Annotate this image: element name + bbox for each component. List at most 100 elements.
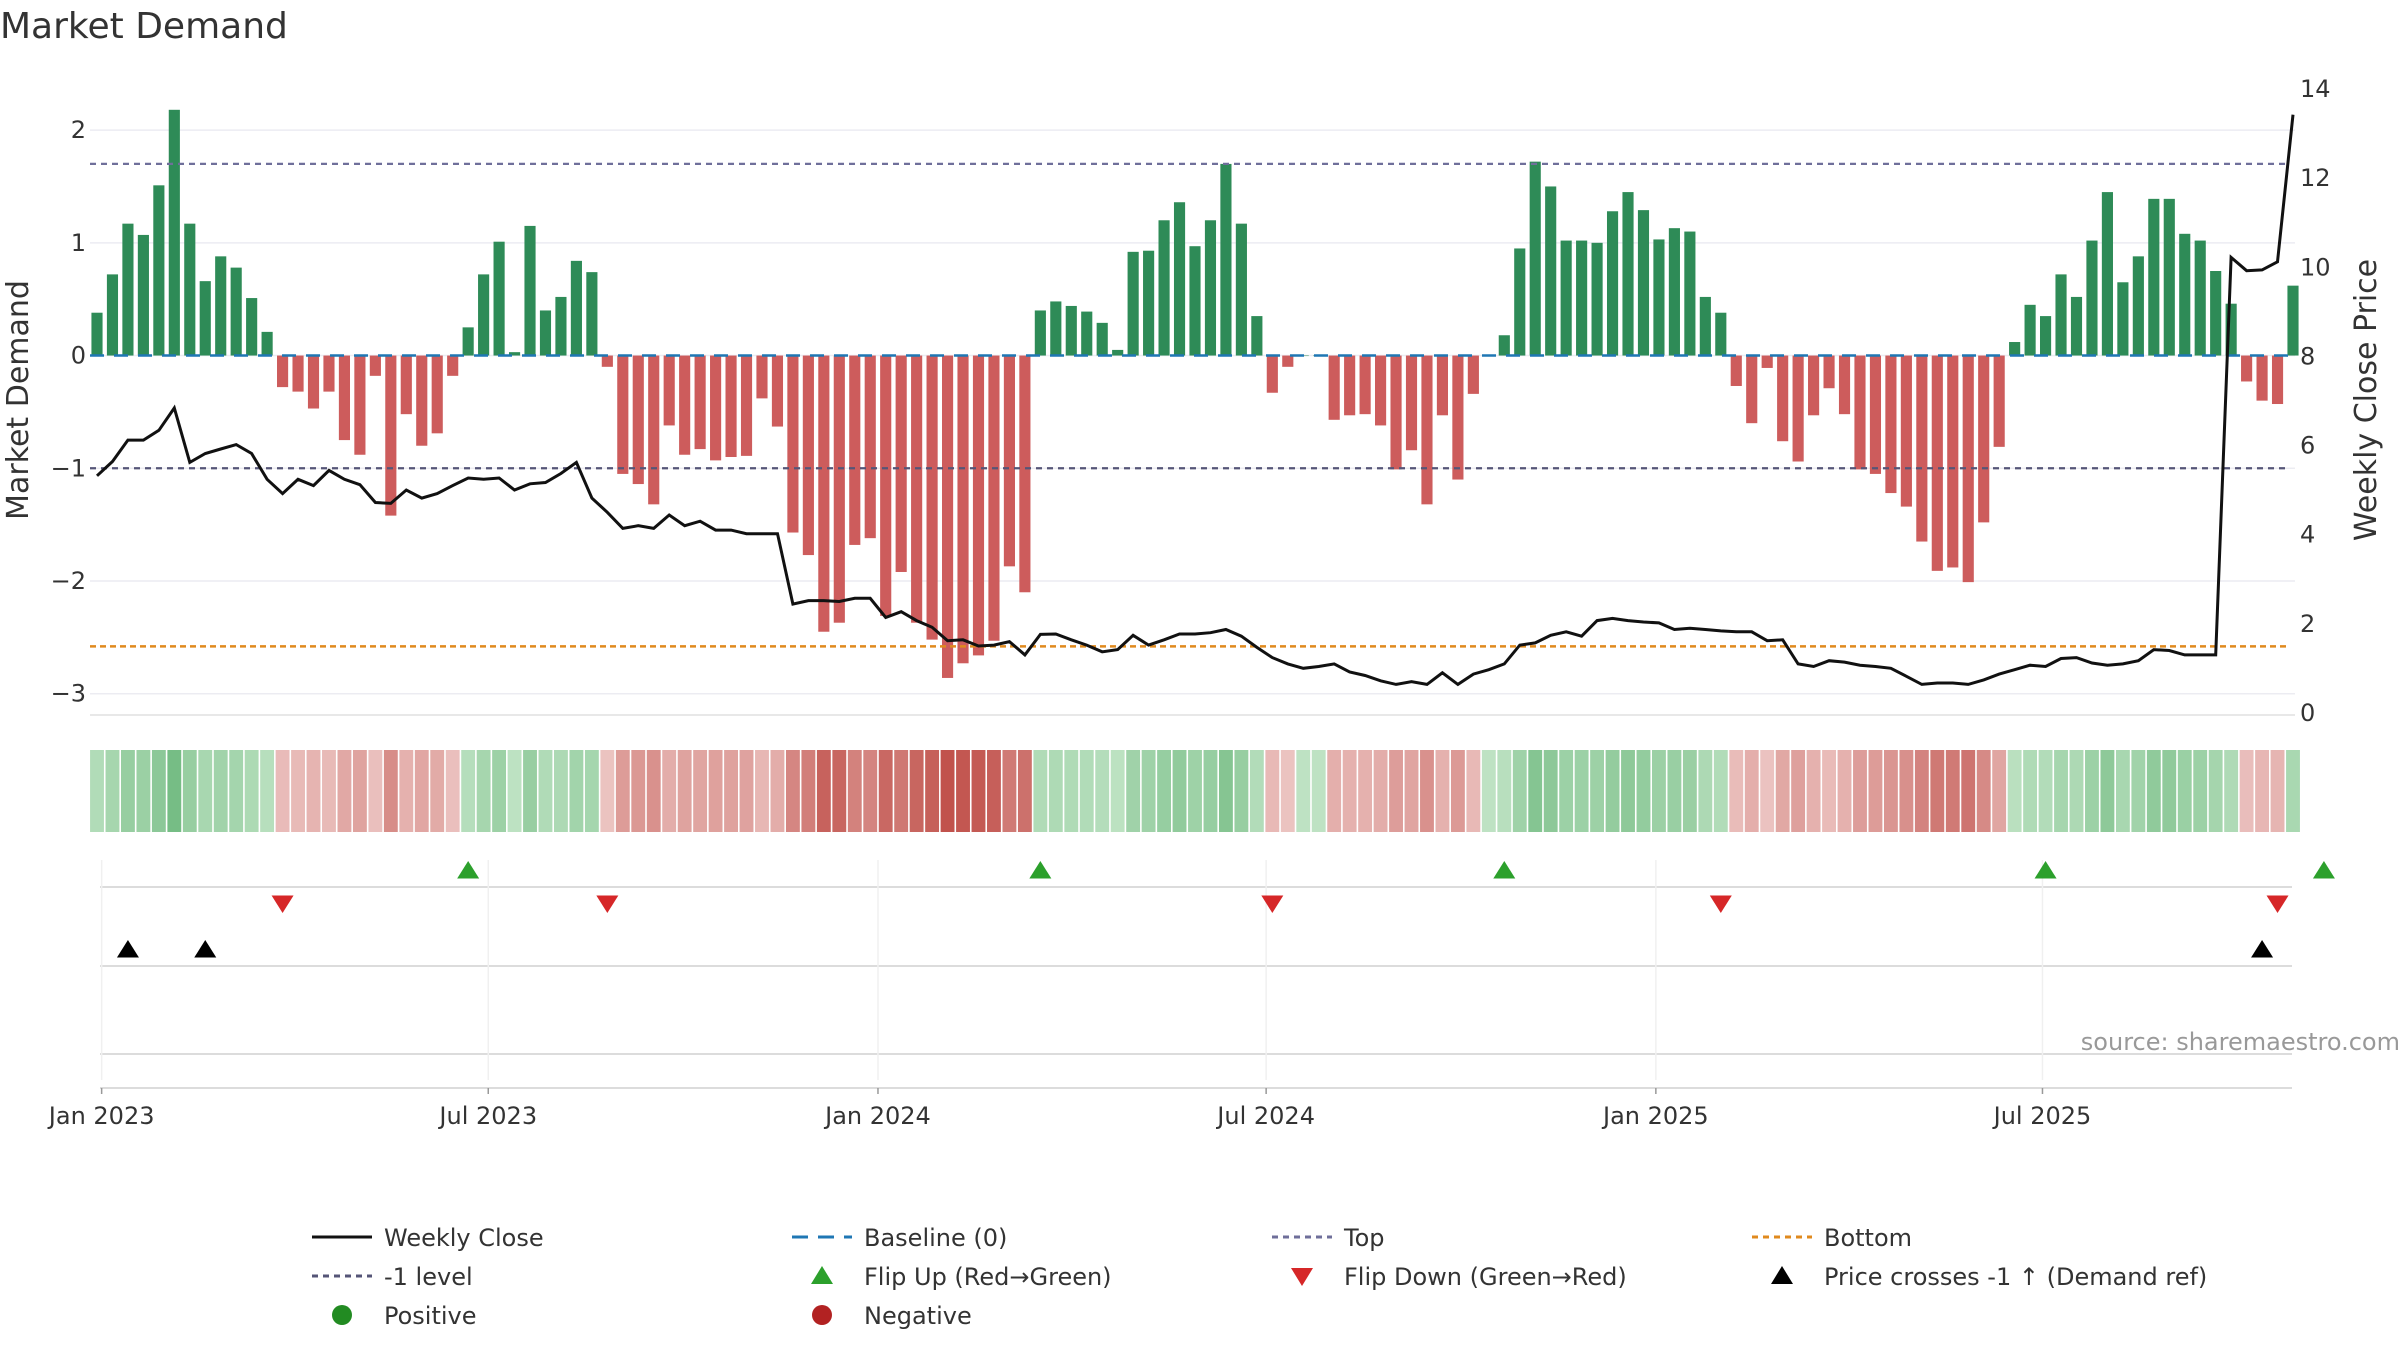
demand-bar (1467, 355, 1479, 394)
legend-swatch (1291, 1268, 1313, 1286)
heat-cell (1234, 750, 1249, 832)
heat-cell (136, 750, 151, 832)
demand-bar (1761, 355, 1773, 368)
heat-cell (1497, 750, 1512, 832)
heat-cell (1141, 750, 1156, 832)
x-tick-label: Jan 2023 (47, 1102, 155, 1130)
heat-cell (1698, 750, 1713, 832)
heat-cell (2177, 750, 2192, 832)
heat-cell (1945, 750, 1960, 832)
heat-cell (120, 750, 135, 832)
demand-bar (802, 355, 814, 556)
y2-tick-label: 4 (2300, 521, 2315, 549)
heat-cell (2023, 750, 2038, 832)
heat-cell (2208, 750, 2223, 832)
heat-cell (322, 750, 336, 832)
reference-lines (90, 162, 2290, 648)
demand-bar (122, 223, 134, 356)
heat-cell (662, 750, 677, 832)
legend-item-level: -1 level (312, 1263, 473, 1291)
x-tick-label: Jul 2023 (437, 1102, 537, 1130)
heat-cell (167, 750, 182, 832)
demand-bar (787, 355, 799, 533)
heat-cell (383, 750, 398, 832)
legend-label: Negative (864, 1302, 972, 1330)
legend-label: Price crosses -1 ↑ (Demand ref) (1824, 1263, 2207, 1291)
heat-cell (1528, 750, 1543, 832)
heat-cell (1033, 750, 1048, 832)
demand-bar (431, 355, 443, 434)
demand-bar (354, 355, 366, 455)
heat-cell (894, 750, 909, 832)
y2-tick-label: 14 (2300, 75, 2331, 103)
x-tick-label: Jan 2024 (823, 1102, 931, 1130)
heat-cell (1342, 750, 1357, 832)
demand-bar (1235, 223, 1247, 356)
y2-tick-label: 12 (2300, 164, 2331, 192)
demand-bar (1050, 301, 1062, 356)
demand-bar (818, 355, 830, 632)
demand-bar (1452, 355, 1464, 480)
heat-cell (2085, 750, 2099, 832)
demand-bar (771, 355, 784, 427)
demand-bar (2070, 296, 2083, 356)
demand-bar (1112, 349, 1124, 356)
demand-bar (106, 274, 119, 356)
demand-bar (369, 355, 381, 376)
demand-bar (1606, 211, 1619, 356)
demand-bar (215, 256, 227, 356)
heat-cell (909, 750, 924, 832)
demand-bar (2039, 316, 2052, 356)
x-tick-label: Jul 2024 (1215, 1102, 1315, 1130)
weekly-close-line (95, 114, 2295, 687)
heat-cell (1296, 750, 1311, 832)
heat-cell (151, 750, 166, 832)
heat-cell (2100, 750, 2115, 832)
demand-bar (2287, 285, 2299, 356)
demand-bar (1127, 251, 1139, 356)
demand-bar (2024, 304, 2036, 356)
heat-cell (1822, 750, 1836, 832)
heat-cell (847, 750, 862, 832)
demand-bar (2148, 198, 2160, 356)
demand-bar (1916, 355, 1928, 542)
demand-bar (1498, 335, 1510, 356)
heat-cell (352, 750, 367, 832)
heat-cell (1853, 750, 1867, 832)
legend-label: -1 level (384, 1263, 473, 1291)
demand-bar (2256, 355, 2268, 401)
heat-cell (461, 750, 476, 832)
heat-cell (1172, 750, 1187, 832)
y2-tick-label: 0 (2300, 699, 2315, 727)
heat-cell (1512, 750, 1527, 832)
heat-cell (1358, 750, 1373, 832)
heat-cell (291, 750, 305, 832)
demand-bar (168, 109, 180, 356)
heat-cell (1543, 750, 1558, 832)
heat-cell (492, 750, 507, 832)
y2-axis-label: Weekly Close Price (2349, 259, 2384, 541)
heat-cell (569, 750, 584, 832)
heat-cell (1729, 750, 1744, 832)
heat-cell (1760, 750, 1775, 832)
demand-bar (833, 355, 845, 623)
demand-bar (1529, 161, 1541, 356)
heat-cell (1450, 750, 1465, 832)
demand-bar (740, 355, 753, 456)
heat-cell (414, 750, 429, 832)
demand-bar (323, 355, 335, 392)
demand-bar (1158, 220, 1170, 356)
demand-bar (1699, 296, 1711, 356)
demand-bar (864, 355, 876, 539)
legend-label: Flip Up (Red→Green) (864, 1263, 1112, 1291)
heat-cell (1064, 750, 1079, 832)
demand-bar (1081, 311, 1093, 356)
legend-label: Bottom (1824, 1224, 1912, 1252)
demand-bar (1204, 220, 1217, 356)
demand-bar (2009, 342, 2021, 356)
demand-bar (849, 355, 861, 545)
heat-cell (1883, 750, 1898, 832)
demand-bar (926, 355, 938, 640)
heat-cell (1280, 750, 1295, 832)
demand-bar (246, 298, 258, 356)
